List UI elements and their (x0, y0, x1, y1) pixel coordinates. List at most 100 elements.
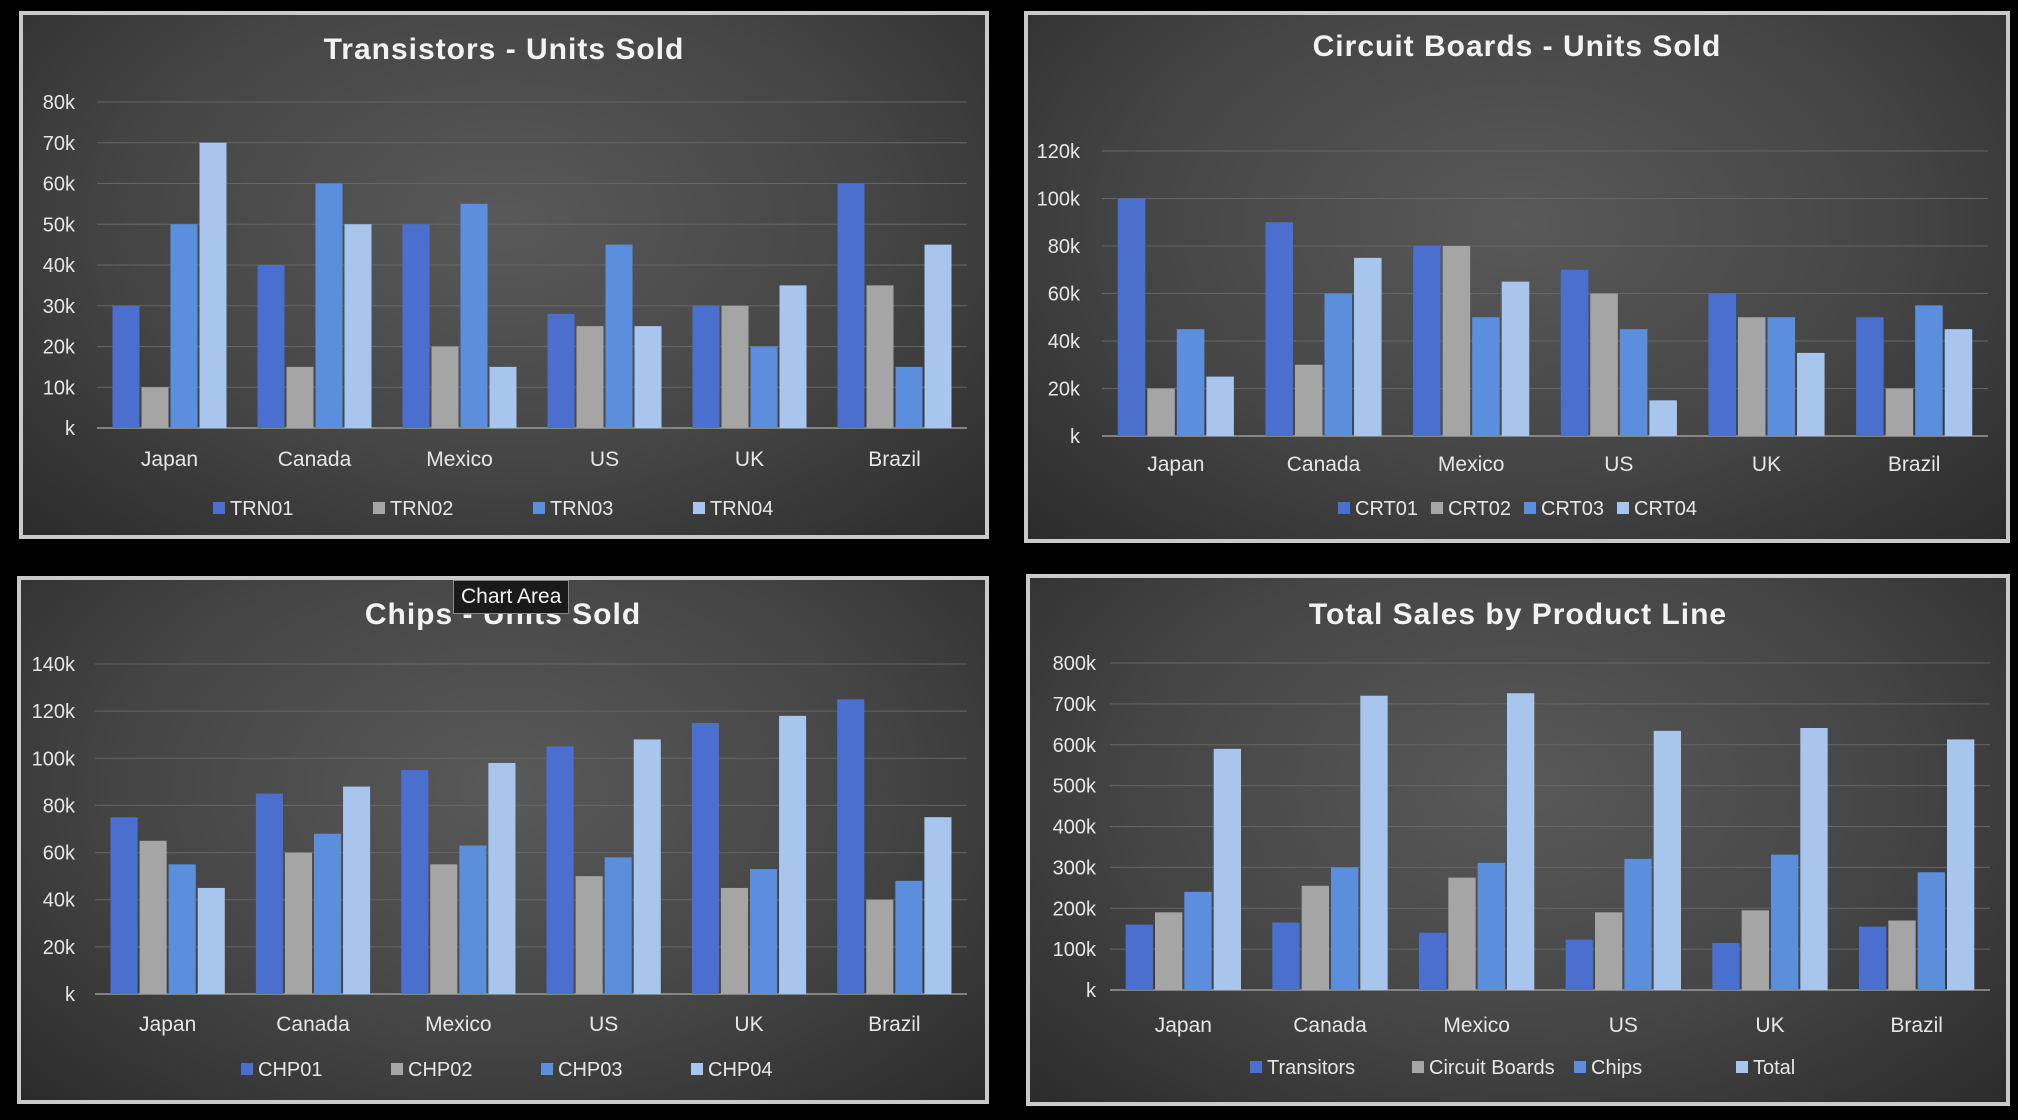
y-tick-label: 120k (1037, 141, 1081, 163)
x-tick-label: UK (1755, 1014, 1784, 1037)
bar-trn04-canada (344, 224, 372, 428)
legend-swatch (373, 502, 385, 514)
x-tick-label: US (589, 1013, 618, 1036)
bar-transitors-mexico (1419, 932, 1447, 990)
y-tick-label: 30k (43, 296, 76, 318)
bar-transitors-uk (1712, 942, 1740, 990)
bar-transitors-brazil (1859, 926, 1887, 990)
legend-swatch (541, 1063, 553, 1075)
bar-chips-canada (1331, 867, 1359, 990)
x-tick-label: Canada (276, 1013, 350, 1036)
bar-crt02-us (1590, 293, 1618, 436)
bar-crt01-us (1560, 269, 1589, 436)
bar-chips-uk (1771, 854, 1799, 990)
bar-chp04-canada (343, 786, 371, 994)
legend-label: CHP01 (258, 1059, 322, 1081)
transistors-chart[interactable]: Transistors - Units Sold k 10k 20k 30k 40k 50k… (19, 11, 989, 539)
bar-crt01-japan (1117, 198, 1146, 436)
y-tick-label: 80k (1048, 236, 1081, 258)
bar-trn02-japan (141, 387, 169, 428)
legend-label: CHP04 (708, 1059, 772, 1081)
x-tick-label: UK (734, 1013, 763, 1036)
bar-circuit-boards-japan (1155, 912, 1183, 990)
bar-chp01-mexico (401, 770, 429, 994)
x-tick-label: Brazil (1888, 453, 1941, 476)
bar-circuit-boards-canada (1301, 885, 1329, 990)
y-tick-label: 140k (32, 654, 76, 676)
x-tick-label: Japan (141, 448, 198, 471)
y-tick-label: 60k (1048, 284, 1081, 306)
y-tick-label: 60k (43, 843, 76, 865)
y-tick-label: 200k (1053, 898, 1097, 920)
bar-trn03-brazil (895, 366, 923, 428)
bar-trn04-japan (199, 142, 227, 428)
bar-crt02-uk (1737, 317, 1766, 436)
circuit-boards-chart[interactable]: Circuit Boards - Units Sold k 20k 40k 60k 80k… (1024, 11, 2010, 543)
legend-swatch (1736, 1061, 1748, 1073)
bar-chp02-brazil (866, 899, 894, 994)
chart-title: Circuit Boards - Units Sold (1313, 30, 1722, 63)
bar-chp02-us (575, 876, 603, 994)
bar-chp04-mexico (488, 763, 516, 994)
bar-crt03-us (1619, 329, 1648, 436)
y-tick-label: 600k (1053, 735, 1097, 757)
total-sales-chart[interactable]: Total Sales by Product Line k 100k 200k 300k… (1026, 574, 2010, 1106)
y-tick-label: k (65, 984, 76, 1006)
bar-crt04-uk (1797, 352, 1825, 436)
bar-crt02-canada (1294, 364, 1323, 436)
bar-chips-mexico (1477, 862, 1505, 990)
y-tick-label: 70k (43, 133, 76, 155)
y-tick-label: 20k (43, 937, 76, 959)
y-tick-label: 120k (32, 701, 76, 723)
legend-label: CRT04 (1634, 498, 1697, 520)
y-tick-label: 20k (43, 337, 76, 359)
y-tick-label: 300k (1053, 857, 1097, 879)
bar-chp01-japan (110, 817, 138, 994)
x-tick-label: Canada (1287, 453, 1361, 476)
bar-crt03-mexico (1472, 317, 1500, 436)
legend-swatch (1617, 502, 1629, 514)
y-tick-label: 10k (43, 377, 76, 399)
chart-title: Transistors - Units Sold (324, 33, 685, 66)
x-tick-label: US (1604, 453, 1633, 476)
legend-swatch (1412, 1061, 1424, 1073)
legend-label: Transitors (1267, 1057, 1355, 1079)
bar-chips-japan (1184, 891, 1212, 990)
y-tick-label: k (1086, 980, 1097, 1002)
bar-trn04-mexico (489, 366, 517, 428)
bar-chp01-uk (691, 722, 719, 994)
bar-crt03-japan (1176, 329, 1205, 436)
y-tick-label: 80k (43, 795, 76, 817)
legend-label: TRN04 (710, 498, 773, 520)
bar-trn03-japan (170, 224, 198, 428)
bar-chp03-brazil (895, 880, 923, 994)
bar-crt01-brazil (1856, 317, 1884, 436)
legend-label: CHP03 (558, 1059, 622, 1081)
total-sales-chart-svg: Total Sales by Product Line k 100k 200k 300k… (1053, 598, 1990, 1079)
x-tick-label: US (1609, 1014, 1638, 1037)
x-tick-label: Brazil (868, 448, 921, 471)
legend-label: TRN02 (390, 498, 453, 520)
legend-label: CRT01 (1355, 498, 1418, 520)
legend-label: Chips (1591, 1057, 1642, 1079)
y-tick-label: 100k (1037, 189, 1081, 211)
bar-chp04-brazil (924, 817, 952, 994)
bar-total-japan (1213, 748, 1241, 990)
chart-area-tooltip: Chart Area (453, 580, 570, 614)
legend-swatch (533, 502, 545, 514)
bar-trn01-japan (112, 305, 140, 428)
chips-chart[interactable]: Chips - Units Sold k 20k 40k 60k 80k 100k 120k 1… (17, 576, 989, 1104)
x-tick-label: Brazil (868, 1013, 921, 1036)
bar-crt01-mexico (1413, 246, 1441, 436)
x-tick-label: UK (1752, 453, 1781, 476)
bar-crt01-uk (1708, 293, 1736, 436)
bar-chp03-japan (168, 864, 196, 994)
bar-trn01-brazil (837, 183, 865, 428)
y-tick-label: 700k (1053, 694, 1097, 716)
y-tick-label: k (1070, 426, 1081, 448)
bar-circuit-boards-mexico (1448, 877, 1476, 990)
x-tick-label: Mexico (425, 1013, 492, 1036)
transistors-chart-svg: Transistors - Units Sold k 10k 20k 30k 40k 50k… (43, 33, 967, 520)
bar-total-brazil (1947, 739, 1975, 990)
legend-label: Total (1753, 1057, 1795, 1079)
